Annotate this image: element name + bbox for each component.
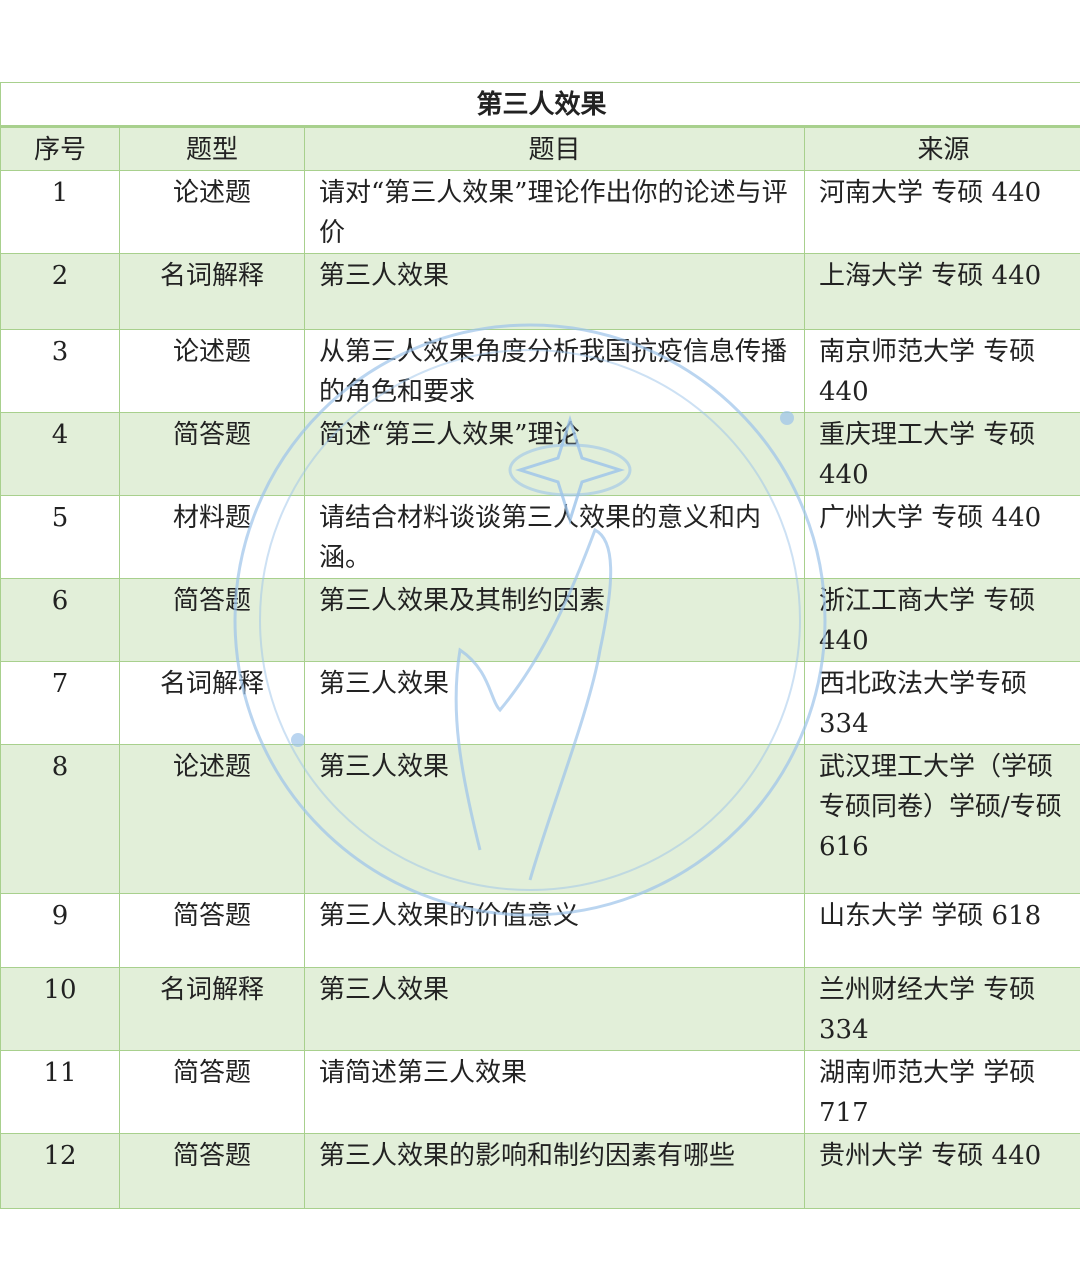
- row-source: 浙江工商大学 专硕 440: [803, 578, 1080, 662]
- row-type: 简答题: [119, 1050, 305, 1134]
- row-source: 西北政法大学专硕 334: [803, 661, 1080, 745]
- table-row: 5 材料题 请结合材料谈谈第三人效果的意义和内涵。 广州大学 专硕 440: [0, 495, 1080, 579]
- row-question: 第三人效果及其制约因素: [304, 578, 805, 662]
- header-source: 来源: [803, 126, 1080, 171]
- row-source: 河南大学 专硕 440: [803, 170, 1080, 254]
- row-number: 6: [0, 578, 120, 662]
- table-row: 1 论述题 请对“第三人效果”理论作出你的论述与评价 河南大学 专硕 440: [0, 170, 1080, 254]
- header-type: 题型: [119, 126, 305, 171]
- row-number: 4: [0, 412, 120, 496]
- row-type: 简答题: [119, 1133, 305, 1209]
- row-question: 第三人效果: [304, 744, 805, 894]
- table-row: 9 简答题 第三人效果的价值意义 山东大学 学硕 618: [0, 893, 1080, 968]
- row-number: 12: [0, 1133, 120, 1209]
- row-question: 请对“第三人效果”理论作出你的论述与评价: [304, 170, 805, 254]
- table-row: 4 简答题 简述“第三人效果”理论 重庆理工大学 专硕 440: [0, 412, 1080, 496]
- row-question: 请结合材料谈谈第三人效果的意义和内涵。: [304, 495, 805, 579]
- header-question: 题目: [304, 126, 805, 171]
- row-type: 名词解释: [119, 967, 305, 1051]
- table-row: 8 论述题 第三人效果 武汉理工大学（学硕专硕同卷）学硕/专硕 616: [0, 744, 1080, 894]
- row-source: 南京师范大学 专硕 440: [803, 329, 1080, 413]
- row-number: 11: [0, 1050, 120, 1134]
- table-row: 11 简答题 请简述第三人效果 湖南师范大学 学硕 717: [0, 1050, 1080, 1134]
- row-source: 武汉理工大学（学硕专硕同卷）学硕/专硕 616: [803, 744, 1080, 894]
- row-source: 兰州财经大学 专硕 334: [803, 967, 1080, 1051]
- table-row: 12 简答题 第三人效果的影响和制约因素有哪些 贵州大学 专硕 440: [0, 1133, 1080, 1209]
- row-type: 材料题: [119, 495, 305, 579]
- row-number: 1: [0, 170, 120, 254]
- table-row: 10 名词解释 第三人效果 兰州财经大学 专硕 334: [0, 967, 1080, 1051]
- row-number: 5: [0, 495, 120, 579]
- table-row: 2 名词解释 第三人效果 上海大学 专硕 440: [0, 253, 1080, 330]
- row-question: 简述“第三人效果”理论: [304, 412, 805, 496]
- row-source: 山东大学 学硕 618: [803, 893, 1080, 968]
- row-source: 湖南师范大学 学硕 717: [803, 1050, 1080, 1134]
- row-number: 9: [0, 893, 120, 968]
- question-table: 第三人效果 序号 题型 题目 来源 1 论述题 请对“第三人效果”理论作出你的论述与…: [0, 82, 1080, 1209]
- row-type: 名词解释: [119, 661, 305, 745]
- row-source: 重庆理工大学 专硕 440: [803, 412, 1080, 496]
- row-question: 从第三人效果角度分析我国抗疫信息传播的角色和要求: [304, 329, 805, 413]
- row-question: 第三人效果的影响和制约因素有哪些: [304, 1133, 805, 1209]
- row-number: 2: [0, 253, 120, 330]
- table-row: 7 名词解释 第三人效果 西北政法大学专硕 334: [0, 661, 1080, 745]
- row-question: 第三人效果: [304, 253, 805, 330]
- row-type: 论述题: [119, 329, 305, 413]
- row-type: 简答题: [119, 578, 305, 662]
- row-type: 论述题: [119, 744, 305, 894]
- header-no: 序号: [0, 126, 120, 171]
- row-question: 第三人效果的价值意义: [304, 893, 805, 968]
- row-type: 论述题: [119, 170, 305, 254]
- table-row: 3 论述题 从第三人效果角度分析我国抗疫信息传播的角色和要求 南京师范大学 专硕 44…: [0, 329, 1080, 413]
- table-row: 6 简答题 第三人效果及其制约因素 浙江工商大学 专硕 440: [0, 578, 1080, 662]
- row-type: 简答题: [119, 412, 305, 496]
- row-question: 第三人效果: [304, 967, 805, 1051]
- row-source: 广州大学 专硕 440: [803, 495, 1080, 579]
- row-number: 7: [0, 661, 120, 745]
- row-type: 名词解释: [119, 253, 305, 330]
- table-title: 第三人效果: [0, 82, 1080, 128]
- row-type: 简答题: [119, 893, 305, 968]
- row-source: 贵州大学 专硕 440: [803, 1133, 1080, 1209]
- row-number: 10: [0, 967, 120, 1051]
- row-number: 3: [0, 329, 120, 413]
- row-number: 8: [0, 744, 120, 894]
- row-question: 第三人效果: [304, 661, 805, 745]
- header-row: 序号 题型 题目 来源: [0, 126, 1080, 171]
- row-question: 请简述第三人效果: [304, 1050, 805, 1134]
- row-source: 上海大学 专硕 440: [803, 253, 1080, 330]
